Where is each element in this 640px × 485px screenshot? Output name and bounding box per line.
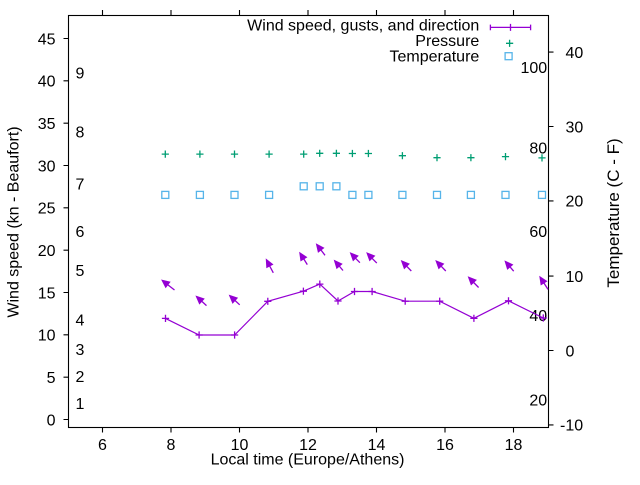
svg-text:5: 5: [76, 263, 85, 280]
svg-text:30: 30: [566, 119, 584, 136]
svg-text:Pressure: Pressure: [415, 33, 479, 50]
svg-text:4: 4: [76, 312, 85, 329]
svg-text:12: 12: [299, 437, 317, 454]
svg-text:14: 14: [368, 437, 386, 454]
svg-text:30: 30: [38, 158, 56, 175]
svg-text:40: 40: [529, 308, 547, 325]
svg-text:6: 6: [98, 437, 107, 454]
svg-text:9: 9: [76, 65, 85, 82]
svg-text:20: 20: [38, 243, 56, 260]
svg-text:10: 10: [231, 437, 249, 454]
svg-text:8: 8: [167, 437, 176, 454]
svg-text:40: 40: [566, 45, 584, 62]
svg-text:5: 5: [47, 370, 56, 387]
svg-text:6: 6: [76, 224, 85, 241]
svg-text:20: 20: [566, 194, 584, 211]
svg-text:10: 10: [566, 269, 584, 286]
svg-text:60: 60: [529, 224, 547, 241]
svg-text:7: 7: [76, 176, 85, 193]
svg-text:Local time (Europe/Athens): Local time (Europe/Athens): [211, 452, 405, 469]
svg-text:25: 25: [38, 201, 56, 218]
svg-text:18: 18: [505, 437, 523, 454]
svg-text:40: 40: [38, 74, 56, 91]
svg-text:2: 2: [76, 369, 85, 386]
svg-text:15: 15: [38, 285, 56, 302]
svg-text:3: 3: [76, 342, 85, 359]
svg-text:0: 0: [47, 412, 56, 429]
svg-text:20: 20: [529, 392, 547, 409]
svg-text:8: 8: [76, 125, 85, 142]
svg-text:Wind speed, gusts, and directi: Wind speed, gusts, and direction: [247, 17, 479, 34]
svg-text:-10: -10: [560, 418, 583, 435]
svg-text:80: 80: [529, 140, 547, 157]
svg-text:Temperature (C - F): Temperature (C - F): [604, 138, 623, 287]
svg-text:100: 100: [520, 60, 547, 77]
svg-text:10: 10: [38, 328, 56, 345]
svg-text:45: 45: [38, 31, 56, 48]
svg-text:0: 0: [566, 343, 575, 360]
svg-text:16: 16: [436, 437, 454, 454]
svg-text:Wind speed (kn - Beaufort): Wind speed (kn - Beaufort): [6, 126, 23, 317]
svg-text:35: 35: [38, 116, 56, 133]
svg-text:Temperature: Temperature: [389, 49, 479, 66]
svg-text:1: 1: [76, 396, 85, 413]
